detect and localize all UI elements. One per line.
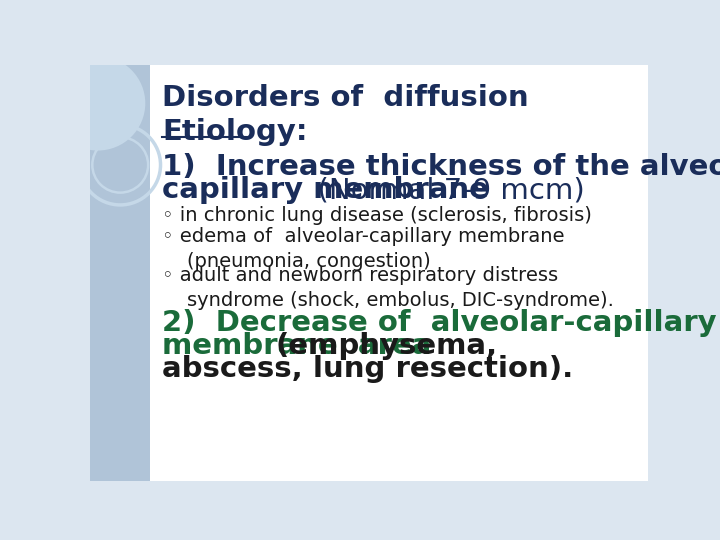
Text: (Normal 7-9 mcm): (Normal 7-9 mcm) — [299, 177, 585, 205]
Text: ◦ adult and newborn respiratory distress
    syndrome (shock, embolus, DIC-syndr: ◦ adult and newborn respiratory distress… — [162, 266, 614, 310]
Text: Etiology:: Etiology: — [162, 118, 307, 146]
Bar — [150, 65, 648, 481]
Text: Disorders of  diffusion: Disorders of diffusion — [162, 84, 528, 112]
Circle shape — [51, 57, 144, 150]
Text: (emphysema,: (emphysema, — [276, 332, 498, 360]
Text: ◦ edema of  alveolar-capillary membrane
    (pneumonia, congestion): ◦ edema of alveolar-capillary membrane (… — [162, 227, 564, 271]
Text: membrane  area: membrane area — [162, 332, 441, 360]
Text: abscess, lung resection).: abscess, lung resection). — [162, 355, 573, 383]
Text: 2)  Decrease of  alveolar-capillary: 2) Decrease of alveolar-capillary — [162, 309, 716, 337]
Text: 1)  Increase thickness of the alveolar-: 1) Increase thickness of the alveolar- — [162, 153, 720, 181]
Text: ◦ in chronic lung disease (sclerosis, fibrosis): ◦ in chronic lung disease (sclerosis, fi… — [162, 206, 592, 225]
Bar — [90, 65, 150, 481]
Text: capillary membrane: capillary membrane — [162, 177, 489, 205]
